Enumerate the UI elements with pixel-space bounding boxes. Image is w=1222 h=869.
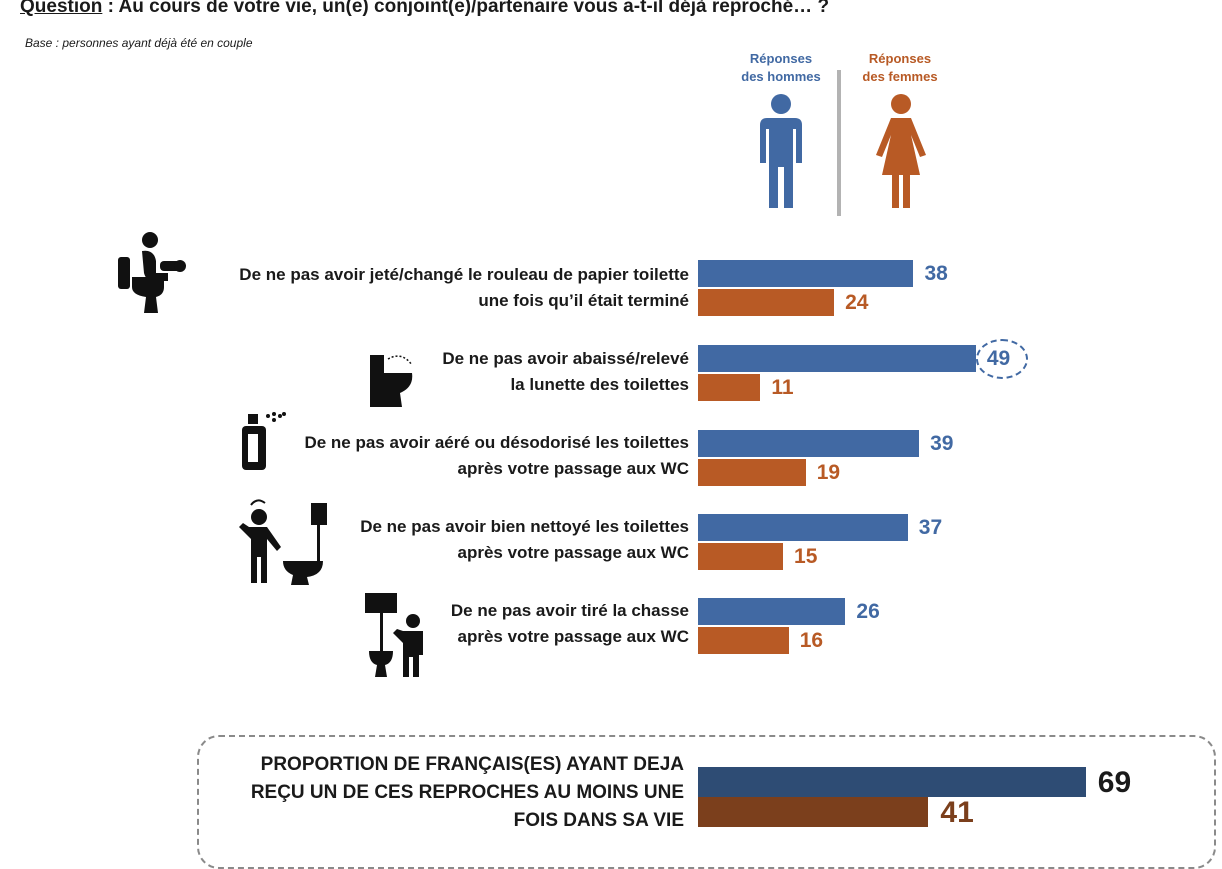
legend-women-line2: des femmes <box>862 69 938 84</box>
bar-men-5 <box>698 598 846 625</box>
bar-men-3 <box>698 430 920 457</box>
total-label-line2: REÇU UN DE CES REPROCHES AU MOINS UNE <box>250 782 684 803</box>
legend-divider <box>837 70 841 216</box>
bar-women-4 <box>698 543 784 570</box>
total-label: PROPORTION DE FRANÇAIS(ES) AYANT DEJA RE… <box>251 751 684 835</box>
row-label-5: De ne pas avoir tiré la chasse après votr… <box>451 598 689 650</box>
question-label: Question <box>20 0 103 17</box>
man-icon <box>760 94 802 208</box>
legend-men: Réponses des hommes <box>721 50 841 86</box>
bar-women-5 <box>698 627 789 654</box>
row-label-line: après votre passage aux WC <box>457 459 689 478</box>
row-label-line: après votre passage aux WC <box>457 627 689 646</box>
bar-men-2 <box>698 345 976 372</box>
row-label-line: la lunette des toilettes <box>510 375 689 394</box>
question-text: : Au cours de votre vie, un(e) conjoint(… <box>102 0 830 17</box>
row-label-3: De ne pas avoir aéré ou désodorisé les t… <box>304 430 689 482</box>
value-men-5: 26 <box>856 600 880 623</box>
row-label-line: après votre passage aux WC <box>457 543 689 562</box>
value-women-2: 11 <box>771 376 794 399</box>
toilet-seat-icon <box>370 355 413 407</box>
value-men-1: 38 <box>924 262 948 285</box>
total-bar-women <box>698 797 929 827</box>
value-men-4: 37 <box>918 516 943 539</box>
row-label-2: De ne pas avoir abaissé/relevé la lunette… <box>442 346 689 398</box>
row-label-line: De ne pas avoir jeté/changé le rouleau d… <box>239 265 689 284</box>
row-label-line: De ne pas avoir tiré la chasse <box>450 601 689 620</box>
flushing-toilet-icon <box>365 593 423 677</box>
row-label-4: De ne pas avoir bien nettoyé les toilett… <box>360 514 689 566</box>
cleaning-toilet-icon <box>239 499 327 585</box>
total-value-men: 69 <box>1097 766 1132 799</box>
total-bar-men <box>698 767 1086 797</box>
total-value-women: 41 <box>940 796 974 829</box>
total-label-line3: FOIS DANS SA VIE <box>513 810 684 831</box>
value-women-3: 19 <box>816 461 841 484</box>
bar-men-1 <box>698 260 914 287</box>
row-label-1: De ne pas avoir jeté/changé le rouleau d… <box>239 262 689 314</box>
row-label-line: De ne pas avoir bien nettoyé les toilett… <box>360 517 689 536</box>
base-note: Base : personnes ayant déjà été en coupl… <box>25 36 253 50</box>
value-women-5: 16 <box>799 629 824 652</box>
highlight-circle <box>975 339 1028 379</box>
legend-women-line1: Réponses <box>868 51 932 66</box>
legend-women: Réponses des femmes <box>840 50 960 86</box>
person-on-toilet-icon <box>118 232 186 313</box>
total-label-line1: PROPORTION DE FRANÇAIS(ES) AYANT DEJA <box>260 754 684 775</box>
bar-women-1 <box>698 289 835 316</box>
bar-women-3 <box>698 459 806 486</box>
legend-men-line1: Réponses <box>749 51 813 66</box>
bar-women-2 <box>698 374 761 401</box>
row-label-line: De ne pas avoir aéré ou désodorisé les t… <box>304 433 689 452</box>
value-women-4: 15 <box>794 545 818 568</box>
woman-icon <box>876 94 926 208</box>
row-label-line: De ne pas avoir abaissé/relevé <box>442 349 689 368</box>
question-title: Question : Au cours de votre vie, un(e) … <box>20 0 829 18</box>
air-freshener-icon <box>242 412 286 470</box>
value-women-1: 24 <box>845 291 869 314</box>
value-men-3: 39 <box>930 432 954 455</box>
bar-men-4 <box>698 514 908 541</box>
legend-men-line2: des hommes <box>741 69 821 84</box>
row-label-line: une fois qu’il était terminé <box>478 291 689 310</box>
